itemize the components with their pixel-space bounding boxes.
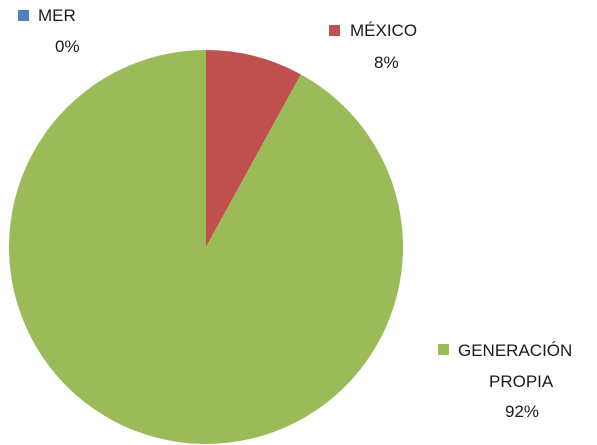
label-group-mer: MER 0% [18,6,80,56]
slice-label-generacion-propia-line1: GENERACIÓN [458,341,572,360]
label-group-generacion-propia: GENERACIÓN PROPIA 92% [438,341,572,421]
legend-swatch-generacion-propia [438,344,449,355]
slice-label-mer: MER [38,6,76,25]
legend-swatch-mer [18,10,29,21]
pie-slice-generacion-propia [9,50,404,444]
pie-slice-mexico [206,50,301,247]
slice-label-mexico: MÉXICO [350,21,417,40]
slice-percent-generacion-propia: 92% [505,402,539,421]
slice-label-generacion-propia-line2: PROPIA [489,372,554,391]
slice-percent-mexico: 8% [374,53,399,72]
slice-percent-mer: 0% [55,37,80,56]
pie-slices [9,50,404,444]
legend-swatch-mexico [329,25,340,36]
label-group-mexico: MÉXICO 8% [329,21,417,72]
